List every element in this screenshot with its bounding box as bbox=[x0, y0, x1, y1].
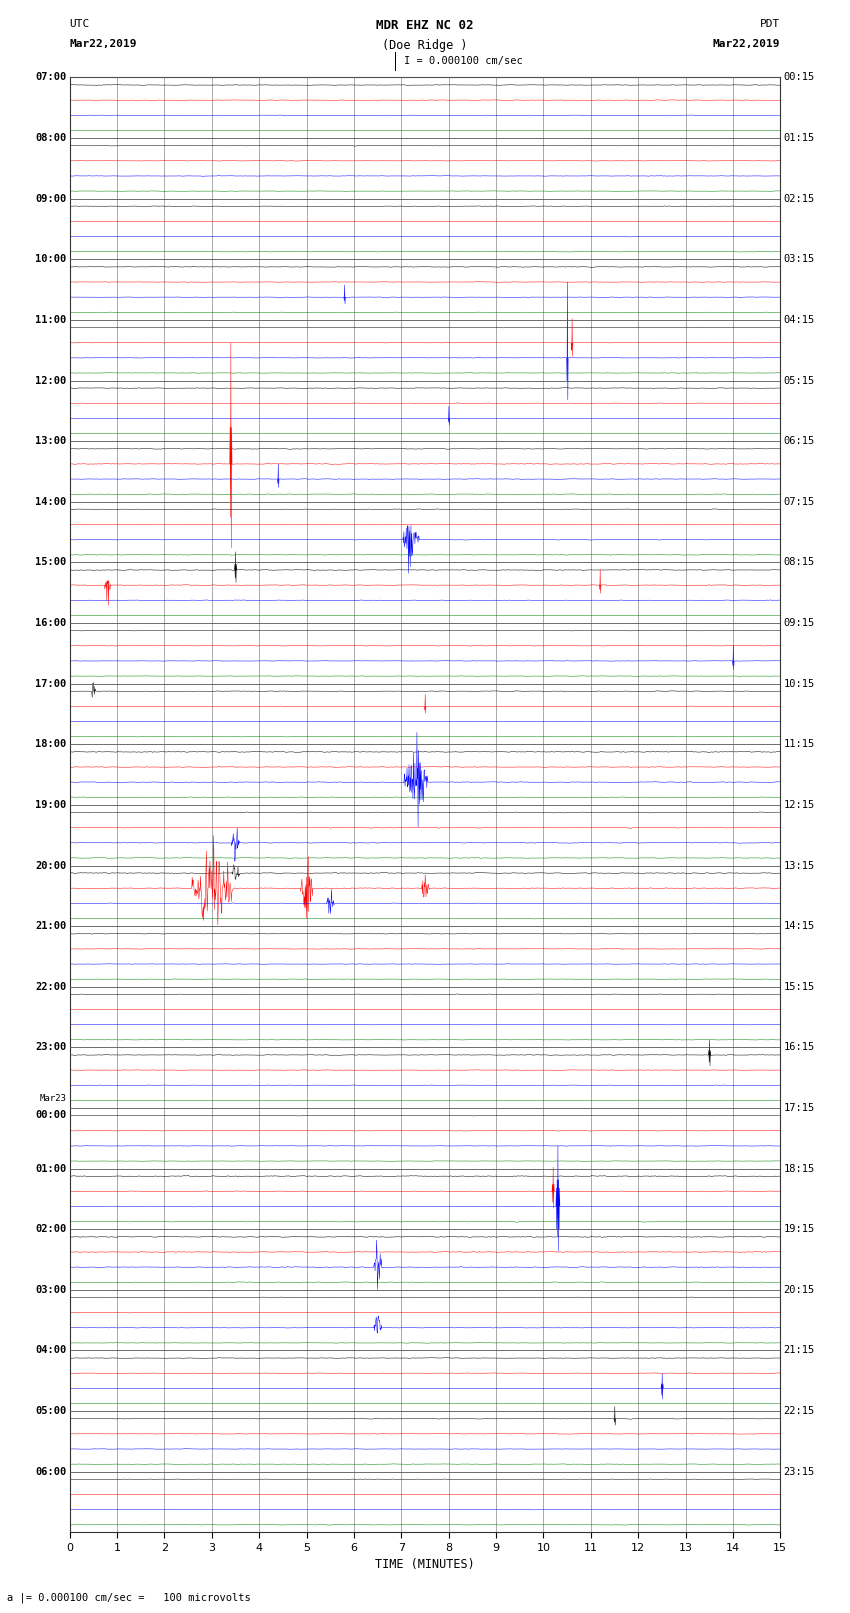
Text: 08:00: 08:00 bbox=[35, 132, 66, 144]
Text: 03:15: 03:15 bbox=[784, 255, 815, 265]
Text: 07:00: 07:00 bbox=[35, 73, 66, 82]
Text: 06:15: 06:15 bbox=[784, 436, 815, 447]
Text: 09:00: 09:00 bbox=[35, 194, 66, 203]
Text: MDR EHZ NC 02: MDR EHZ NC 02 bbox=[377, 19, 473, 32]
Text: 19:00: 19:00 bbox=[35, 800, 66, 810]
Text: Mar23: Mar23 bbox=[39, 1094, 66, 1103]
Text: 23:15: 23:15 bbox=[784, 1466, 815, 1478]
Text: 14:00: 14:00 bbox=[35, 497, 66, 506]
Text: 12:00: 12:00 bbox=[35, 376, 66, 386]
Text: 15:00: 15:00 bbox=[35, 558, 66, 568]
Text: 11:15: 11:15 bbox=[784, 739, 815, 750]
Text: 14:15: 14:15 bbox=[784, 921, 815, 931]
Text: 07:15: 07:15 bbox=[784, 497, 815, 506]
Text: 09:15: 09:15 bbox=[784, 618, 815, 627]
Text: 22:15: 22:15 bbox=[784, 1407, 815, 1416]
Text: 16:15: 16:15 bbox=[784, 1042, 815, 1052]
X-axis label: TIME (MINUTES): TIME (MINUTES) bbox=[375, 1558, 475, 1571]
Text: 00:15: 00:15 bbox=[784, 73, 815, 82]
Text: 04:15: 04:15 bbox=[784, 315, 815, 324]
Text: 15:15: 15:15 bbox=[784, 982, 815, 992]
Text: 05:00: 05:00 bbox=[35, 1407, 66, 1416]
Text: 20:00: 20:00 bbox=[35, 860, 66, 871]
Text: 00:00: 00:00 bbox=[35, 1110, 66, 1119]
Text: 11:00: 11:00 bbox=[35, 315, 66, 324]
Text: a |= 0.000100 cm/sec =   100 microvolts: a |= 0.000100 cm/sec = 100 microvolts bbox=[7, 1592, 251, 1603]
Text: 17:00: 17:00 bbox=[35, 679, 66, 689]
Text: 23:00: 23:00 bbox=[35, 1042, 66, 1052]
Text: (Doe Ridge ): (Doe Ridge ) bbox=[382, 39, 468, 52]
Text: 21:15: 21:15 bbox=[784, 1345, 815, 1355]
Text: 04:00: 04:00 bbox=[35, 1345, 66, 1355]
Text: 06:00: 06:00 bbox=[35, 1466, 66, 1478]
Text: 16:00: 16:00 bbox=[35, 618, 66, 627]
Text: UTC: UTC bbox=[70, 19, 90, 29]
Text: 03:00: 03:00 bbox=[35, 1286, 66, 1295]
Text: 05:15: 05:15 bbox=[784, 376, 815, 386]
Text: 18:15: 18:15 bbox=[784, 1163, 815, 1174]
Text: 10:00: 10:00 bbox=[35, 255, 66, 265]
Text: 18:00: 18:00 bbox=[35, 739, 66, 750]
Text: 02:15: 02:15 bbox=[784, 194, 815, 203]
Text: 01:15: 01:15 bbox=[784, 132, 815, 144]
Text: 10:15: 10:15 bbox=[784, 679, 815, 689]
Text: Mar22,2019: Mar22,2019 bbox=[70, 39, 137, 48]
Text: 17:15: 17:15 bbox=[784, 1103, 815, 1113]
Text: 02:00: 02:00 bbox=[35, 1224, 66, 1234]
Text: PDT: PDT bbox=[760, 19, 780, 29]
Text: 13:00: 13:00 bbox=[35, 436, 66, 447]
Text: 21:00: 21:00 bbox=[35, 921, 66, 931]
Text: 19:15: 19:15 bbox=[784, 1224, 815, 1234]
Text: 13:15: 13:15 bbox=[784, 860, 815, 871]
Text: 08:15: 08:15 bbox=[784, 558, 815, 568]
Text: 01:00: 01:00 bbox=[35, 1163, 66, 1174]
Text: Mar22,2019: Mar22,2019 bbox=[713, 39, 780, 48]
Text: 20:15: 20:15 bbox=[784, 1286, 815, 1295]
Text: 22:00: 22:00 bbox=[35, 982, 66, 992]
Text: 12:15: 12:15 bbox=[784, 800, 815, 810]
Text: I = 0.000100 cm/sec: I = 0.000100 cm/sec bbox=[404, 56, 523, 66]
